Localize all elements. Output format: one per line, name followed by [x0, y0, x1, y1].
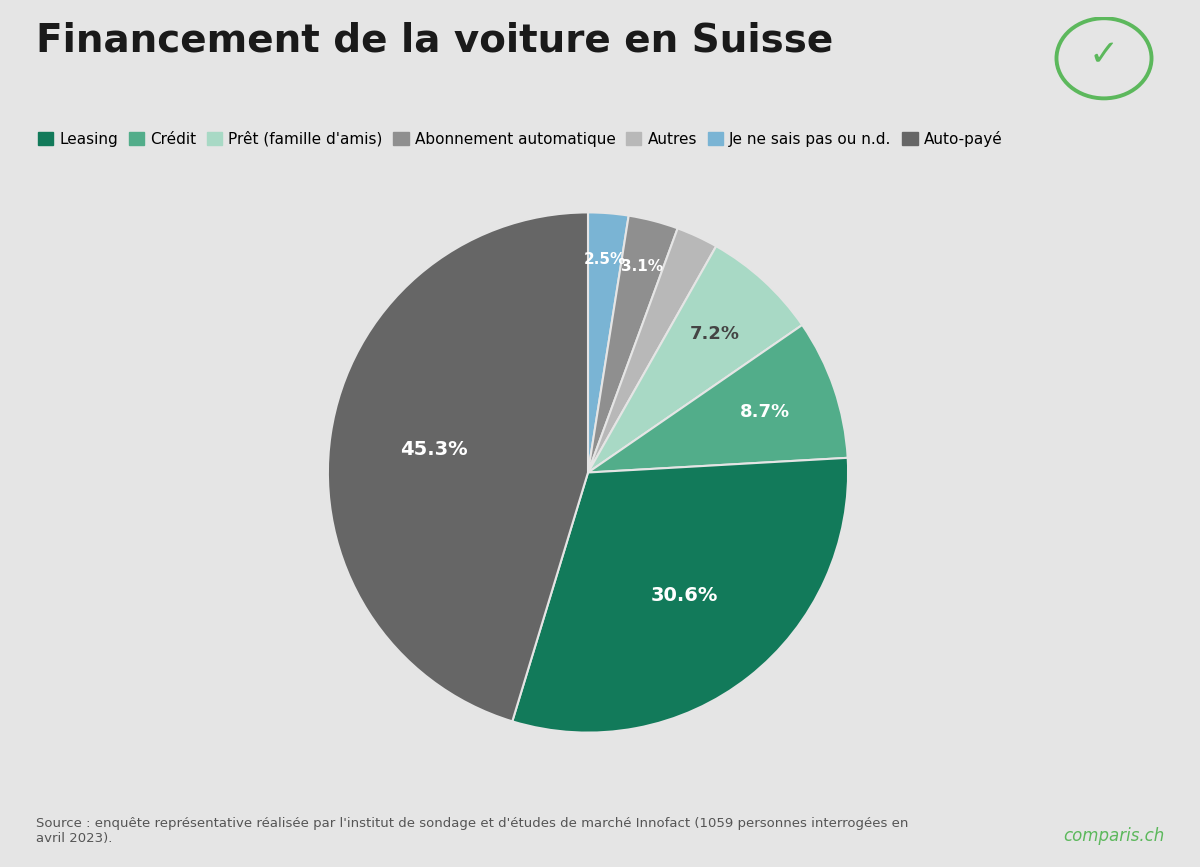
Text: ✓: ✓: [1088, 38, 1120, 73]
Text: 45.3%: 45.3%: [400, 440, 468, 459]
Legend: Leasing, Crédit, Prêt (famille d'amis), Abonnement automatique, Autres, Je ne sa: Leasing, Crédit, Prêt (famille d'amis), …: [31, 125, 1008, 153]
Text: Source : enquête représentative réalisée par l'institut de sondage et d'études d: Source : enquête représentative réalisée…: [36, 818, 908, 845]
Wedge shape: [328, 212, 588, 721]
Text: comparis.ch: comparis.ch: [1063, 827, 1164, 845]
Text: Financement de la voiture en Suisse: Financement de la voiture en Suisse: [36, 22, 833, 60]
Text: 2.5%: 2.5%: [583, 252, 626, 267]
Wedge shape: [588, 228, 716, 473]
Text: 8.7%: 8.7%: [740, 403, 791, 420]
Wedge shape: [588, 212, 629, 473]
Text: 3.1%: 3.1%: [620, 258, 662, 274]
Wedge shape: [512, 458, 848, 733]
Wedge shape: [588, 246, 803, 473]
Text: 30.6%: 30.6%: [650, 586, 718, 604]
Wedge shape: [588, 325, 847, 473]
Wedge shape: [588, 216, 678, 473]
Text: 7.2%: 7.2%: [690, 325, 739, 343]
